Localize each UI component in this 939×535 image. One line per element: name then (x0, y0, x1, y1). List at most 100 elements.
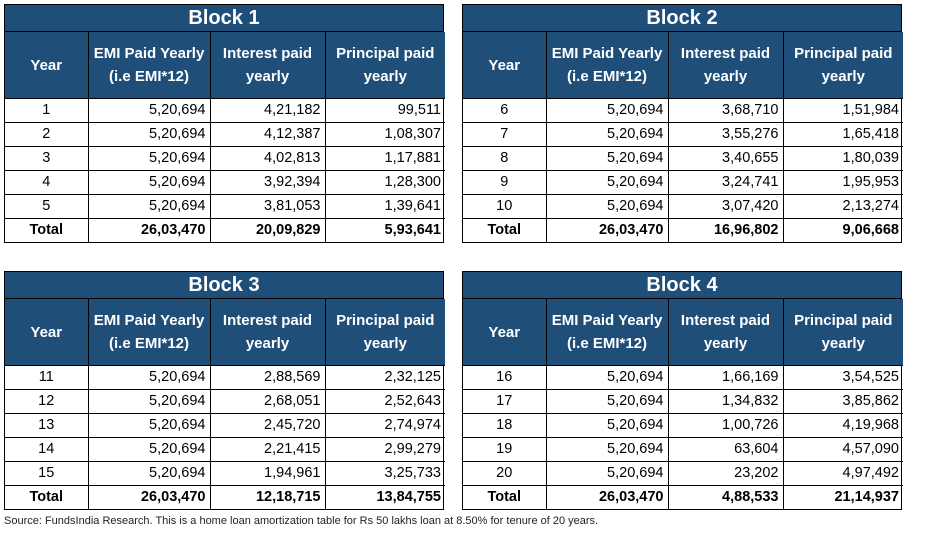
total-label: Total (463, 485, 547, 509)
interest-cell: 4,21,182 (209, 98, 326, 123)
principal-cell: 2,13,274 (782, 194, 903, 219)
block-title: Block 2 (463, 5, 901, 32)
year-cell: 12 (5, 389, 89, 414)
table-row: 15 5,20,694 1,94,961 3,25,733 (5, 461, 445, 486)
emi-cell: 5,20,694 (87, 98, 211, 123)
table-row: 20 5,20,694 23,202 4,97,492 (463, 461, 903, 486)
interest-cell: 1,34,832 (667, 389, 784, 414)
emi-cell: 5,20,694 (545, 122, 669, 147)
year-cell: 18 (463, 413, 547, 438)
year-cell: 19 (463, 437, 547, 462)
principal-cell: 2,74,974 (324, 413, 445, 438)
principal-cell: 3,25,733 (324, 461, 445, 486)
principal-cell: 4,19,968 (782, 413, 903, 438)
table-row: 19 5,20,694 63,604 4,57,090 (463, 437, 903, 462)
interest-cell: 2,45,720 (209, 413, 326, 438)
interest-header: Interest paid yearly (209, 32, 326, 99)
interest-cell: 23,202 (667, 461, 784, 486)
year-cell: 2 (5, 122, 89, 147)
emi-cell: 5,20,694 (545, 413, 669, 438)
principal-cell: 1,80,039 (782, 146, 903, 171)
block-title: Block 3 (5, 272, 443, 299)
emi-cell: 5,20,694 (87, 122, 211, 147)
year-header: Year (5, 299, 89, 366)
table-row: 16 5,20,694 1,66,169 3,54,525 (463, 365, 903, 390)
interest-cell: 1,66,169 (667, 365, 784, 390)
total-row: Total 26,03,470 4,88,533 21,14,937 (463, 485, 903, 509)
interest-cell: 3,55,276 (667, 122, 784, 147)
block-3-table: Block 3 Year EMI Paid Yearly (i.e EMI*12)… (4, 271, 445, 510)
interest-header: Interest paid yearly (667, 32, 784, 99)
principal-total: 9,06,668 (782, 218, 903, 242)
emi-total: 26,03,470 (87, 218, 211, 242)
amortization-table: Year EMI Paid Yearly (i.e EMI*12) Interes… (5, 32, 445, 242)
interest-cell: 3,81,053 (209, 194, 326, 219)
emi-cell: 5,20,694 (545, 146, 669, 171)
interest-cell: 2,21,415 (209, 437, 326, 462)
interest-cell: 3,68,710 (667, 98, 784, 123)
year-cell: 20 (463, 461, 547, 486)
year-cell: 16 (463, 365, 547, 390)
header-row: Year EMI Paid Yearly (i.e EMI*12) Interes… (463, 299, 903, 366)
emi-header: EMI Paid Yearly (i.e EMI*12) (545, 32, 669, 99)
principal-cell: 3,85,862 (782, 389, 903, 414)
block-2-table: Block 2 Year EMI Paid Yearly (i.e EMI*12)… (462, 4, 903, 243)
interest-cell: 3,07,420 (667, 194, 784, 219)
emi-cell: 5,20,694 (545, 437, 669, 462)
header-row: Year EMI Paid Yearly (i.e EMI*12) Interes… (463, 32, 903, 99)
principal-header: Principal paid yearly (782, 299, 903, 366)
principal-total: 21,14,937 (782, 485, 903, 509)
principal-total: 13,84,755 (324, 485, 445, 509)
table-row: 17 5,20,694 1,34,832 3,85,862 (463, 389, 903, 414)
emi-cell: 5,20,694 (545, 194, 669, 219)
principal-cell: 4,97,492 (782, 461, 903, 486)
table-row: 14 5,20,694 2,21,415 2,99,279 (5, 437, 445, 462)
principal-cell: 1,28,300 (324, 170, 445, 195)
year-cell: 7 (463, 122, 547, 147)
table-row: 13 5,20,694 2,45,720 2,74,974 (5, 413, 445, 438)
emi-cell: 5,20,694 (87, 170, 211, 195)
interest-cell: 2,68,051 (209, 389, 326, 414)
year-header: Year (463, 299, 547, 366)
emi-cell: 5,20,694 (87, 194, 211, 219)
emi-total: 26,03,470 (545, 218, 669, 242)
emi-cell: 5,20,694 (545, 170, 669, 195)
interest-cell: 3,92,394 (209, 170, 326, 195)
interest-cell: 1,94,961 (209, 461, 326, 486)
total-label: Total (5, 485, 89, 509)
principal-cell: 2,52,643 (324, 389, 445, 414)
table-row: 1 5,20,694 4,21,182 99,511 (5, 98, 445, 123)
amortization-table: Year EMI Paid Yearly (i.e EMI*12) Interes… (5, 299, 445, 509)
principal-cell: 1,08,307 (324, 122, 445, 147)
principal-cell: 1,39,641 (324, 194, 445, 219)
interest-cell: 2,88,569 (209, 365, 326, 390)
table-row: 8 5,20,694 3,40,655 1,80,039 (463, 146, 903, 171)
interest-header: Interest paid yearly (209, 299, 326, 366)
emi-total: 26,03,470 (545, 485, 669, 509)
emi-header: EMI Paid Yearly (i.e EMI*12) (87, 32, 211, 99)
principal-cell: 1,65,418 (782, 122, 903, 147)
table-row: 4 5,20,694 3,92,394 1,28,300 (5, 170, 445, 195)
block-title: Block 1 (5, 5, 443, 32)
block-title: Block 4 (463, 272, 901, 299)
year-cell: 17 (463, 389, 547, 414)
principal-total: 5,93,641 (324, 218, 445, 242)
interest-cell: 3,24,741 (667, 170, 784, 195)
emi-cell: 5,20,694 (545, 389, 669, 414)
principal-header: Principal paid yearly (782, 32, 903, 99)
year-header: Year (5, 32, 89, 99)
total-label: Total (5, 218, 89, 242)
total-row: Total 26,03,470 12,18,715 13,84,755 (5, 485, 445, 509)
emi-cell: 5,20,694 (545, 98, 669, 123)
principal-cell: 3,54,525 (782, 365, 903, 390)
total-row: Total 26,03,470 20,09,829 5,93,641 (5, 218, 445, 242)
principal-header: Principal paid yearly (324, 299, 445, 366)
interest-cell: 3,40,655 (667, 146, 784, 171)
interest-total: 20,09,829 (209, 218, 326, 242)
block-1-table: Block 1 Year EMI Paid Yearly (i.e EMI*12)… (4, 4, 445, 243)
emi-cell: 5,20,694 (87, 389, 211, 414)
year-cell: 8 (463, 146, 547, 171)
emi-cell: 5,20,694 (87, 413, 211, 438)
year-header: Year (463, 32, 547, 99)
block-4-table: Block 4 Year EMI Paid Yearly (i.e EMI*12)… (462, 271, 903, 510)
